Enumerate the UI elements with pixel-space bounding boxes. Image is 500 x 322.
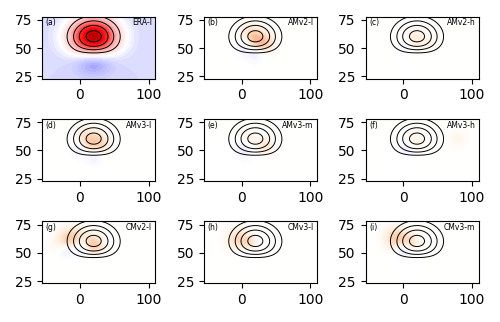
Text: AMv2-l: AMv2-l <box>288 18 314 27</box>
Text: AMv3-m: AMv3-m <box>282 121 314 130</box>
Text: (e): (e) <box>208 121 218 130</box>
Text: AMv3-h: AMv3-h <box>446 121 476 130</box>
Text: (d): (d) <box>46 121 56 130</box>
Text: CMv3-l: CMv3-l <box>288 223 314 232</box>
Text: (f): (f) <box>369 121 378 130</box>
Text: CMv2-l: CMv2-l <box>126 223 152 232</box>
Text: (a): (a) <box>46 18 56 27</box>
Text: (c): (c) <box>369 18 379 27</box>
Text: (b): (b) <box>208 18 218 27</box>
Text: (g): (g) <box>46 223 56 232</box>
Text: AMv3-l: AMv3-l <box>126 121 152 130</box>
Text: (i): (i) <box>369 223 377 232</box>
Text: CMv3-m: CMv3-m <box>444 223 476 232</box>
Text: (h): (h) <box>208 223 218 232</box>
Text: AMv2-h: AMv2-h <box>446 18 476 27</box>
Text: ERA-I: ERA-I <box>132 18 152 27</box>
